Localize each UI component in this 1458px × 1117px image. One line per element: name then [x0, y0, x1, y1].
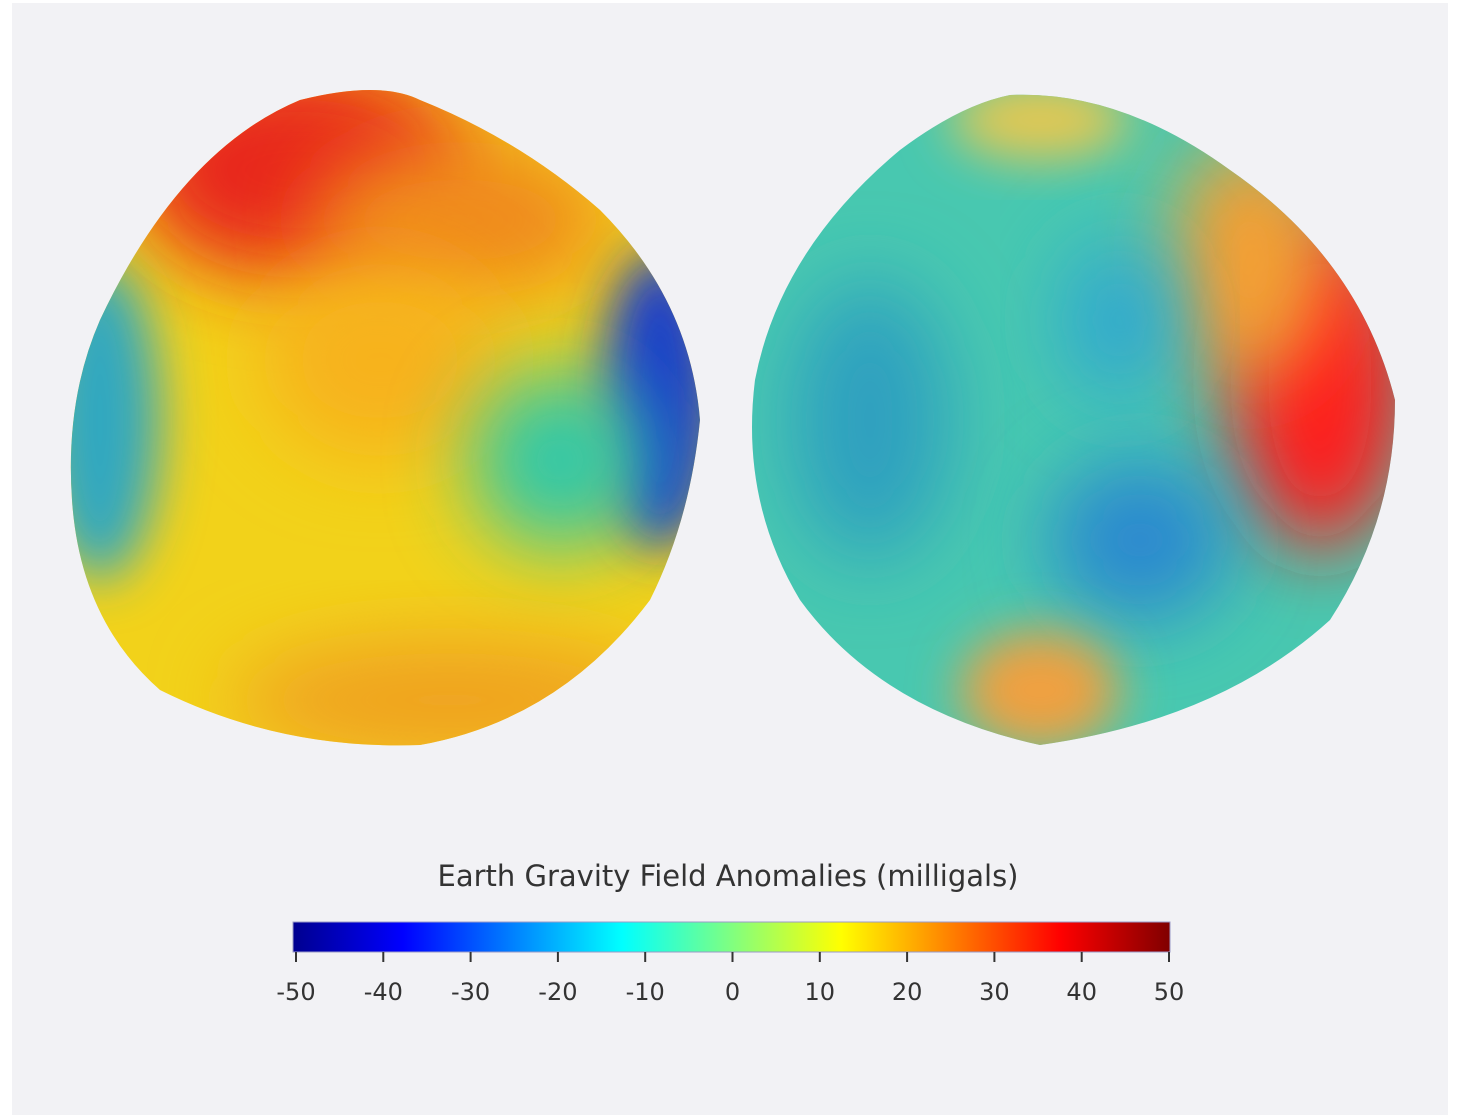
tick-label: 30 — [979, 978, 1010, 1006]
tick-label: 40 — [1066, 978, 1097, 1006]
figure: Earth Gravity Field Anomalies (milligals… — [0, 0, 1458, 1117]
colorbar-title: Earth Gravity Field Anomalies (milligals… — [438, 859, 1019, 893]
tick-label: -50 — [276, 978, 315, 1006]
tick-label: -30 — [451, 978, 490, 1006]
tick-label: -20 — [538, 978, 577, 1006]
tick-label: 10 — [805, 978, 836, 1006]
page: Earth Gravity Field Anomalies (milligals… — [0, 0, 1458, 1117]
colorbar — [293, 922, 1170, 952]
tick-label: 50 — [1154, 978, 1185, 1006]
tick-label: 20 — [892, 978, 923, 1006]
tick-label: 0 — [725, 978, 740, 1006]
tick-label: -10 — [626, 978, 665, 1006]
tick-label: -40 — [364, 978, 403, 1006]
